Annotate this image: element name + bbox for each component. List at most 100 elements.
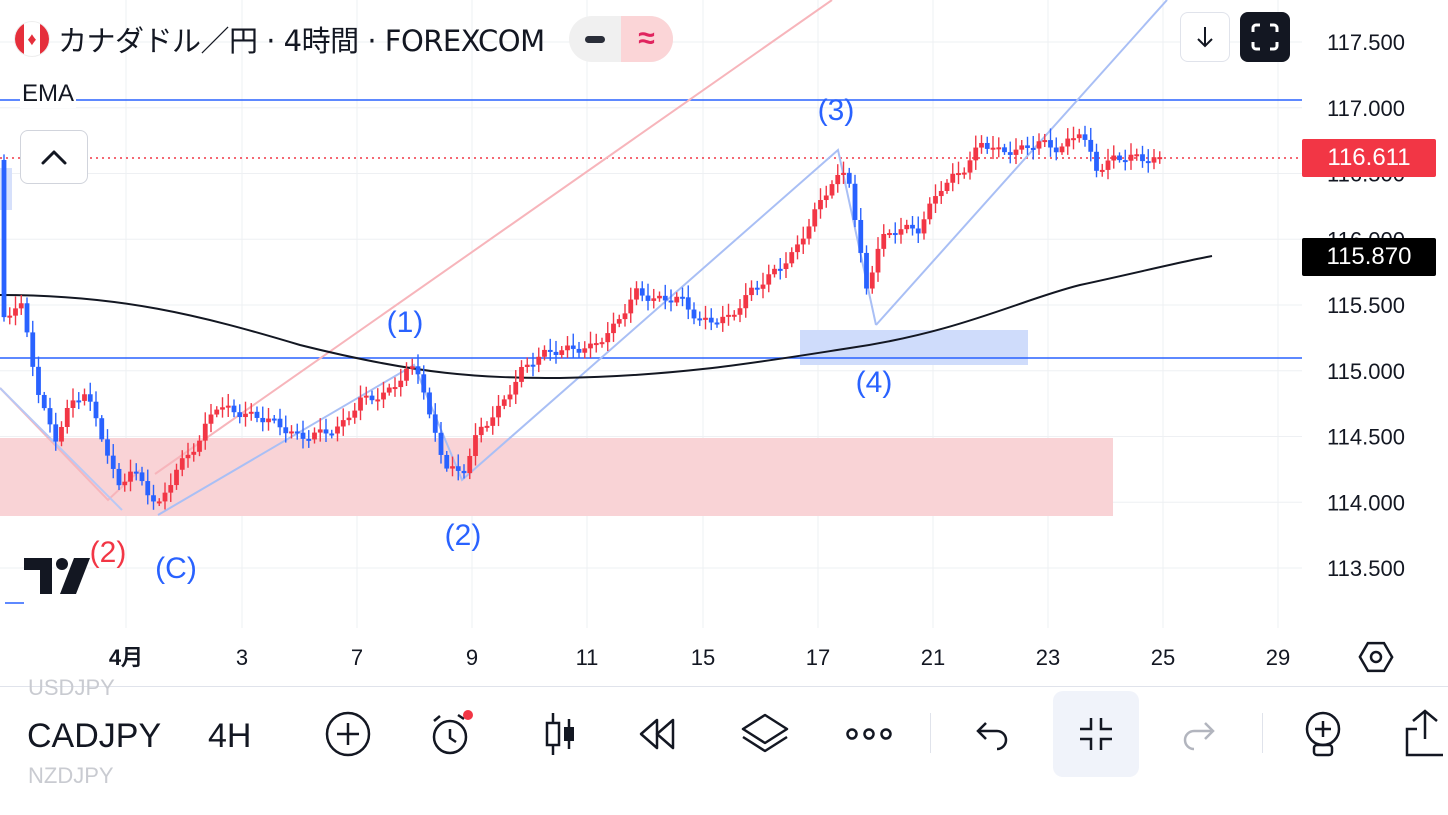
- candle[interactable]: [24, 297, 30, 338]
- candle[interactable]: [105, 429, 110, 464]
- candle[interactable]: [1042, 133, 1048, 148]
- candle[interactable]: [783, 252, 789, 278]
- candle[interactable]: [1082, 125, 1088, 147]
- candle[interactable]: [754, 280, 760, 296]
- candle[interactable]: [432, 403, 438, 442]
- candle[interactable]: [162, 482, 168, 510]
- candle[interactable]: [294, 423, 300, 440]
- candle[interactable]: [283, 415, 289, 443]
- candle[interactable]: [214, 406, 220, 418]
- candle[interactable]: [421, 365, 427, 400]
- candle[interactable]: [950, 163, 956, 192]
- candle[interactable]: [1117, 152, 1122, 163]
- candle[interactable]: [427, 387, 432, 419]
- candle[interactable]: [904, 219, 910, 234]
- symbol-title[interactable]: カナダドル／円 · 4時間 · FOREXCOM: [58, 24, 545, 58]
- candle[interactable]: [478, 417, 484, 443]
- candle[interactable]: [340, 408, 346, 436]
- candle[interactable]: [271, 415, 277, 424]
- candle[interactable]: [576, 341, 582, 359]
- candle[interactable]: [645, 283, 651, 311]
- candle[interactable]: [18, 295, 24, 315]
- candle[interactable]: [168, 473, 174, 502]
- price-axis[interactable]: 117.500117.000116.500116.000115.500115.0…: [1327, 30, 1405, 581]
- candle[interactable]: [1134, 148, 1140, 161]
- wave-label[interactable]: (4): [856, 366, 893, 399]
- candle[interactable]: [858, 208, 864, 263]
- candle[interactable]: [530, 352, 536, 377]
- candle[interactable]: [628, 287, 634, 323]
- candle[interactable]: [611, 312, 616, 342]
- candle[interactable]: [381, 381, 386, 409]
- candlestick-series[interactable]: [1, 125, 1163, 510]
- candle[interactable]: [1088, 127, 1094, 162]
- candle[interactable]: [1145, 149, 1151, 173]
- candle[interactable]: [507, 384, 513, 408]
- candle[interactable]: [386, 383, 392, 396]
- candle[interactable]: [64, 399, 70, 434]
- candle[interactable]: [248, 403, 254, 421]
- candle[interactable]: [760, 272, 766, 299]
- candle[interactable]: [133, 463, 139, 481]
- candle[interactable]: [1030, 135, 1036, 160]
- candle[interactable]: [1122, 149, 1128, 171]
- candle[interactable]: [887, 229, 892, 239]
- candle[interactable]: [467, 448, 473, 480]
- red-channel-line[interactable]: [154, 0, 833, 475]
- candle[interactable]: [1128, 143, 1134, 170]
- candle[interactable]: [749, 280, 754, 301]
- candle[interactable]: [634, 281, 639, 306]
- candle[interactable]: [846, 167, 852, 188]
- candle[interactable]: [881, 224, 887, 257]
- wave-label[interactable]: (3): [818, 94, 855, 127]
- redo-button[interactable]: [1157, 691, 1243, 777]
- candle[interactable]: [570, 333, 576, 359]
- candle[interactable]: [691, 302, 697, 325]
- candle[interactable]: [697, 311, 703, 326]
- collapse-legend-button[interactable]: [20, 130, 88, 184]
- candle[interactable]: [139, 466, 145, 486]
- candle[interactable]: [76, 392, 82, 410]
- candle[interactable]: [312, 427, 317, 444]
- candle[interactable]: [1151, 149, 1157, 170]
- candle[interactable]: [484, 421, 490, 432]
- candle[interactable]: [927, 197, 933, 225]
- candle[interactable]: [1007, 141, 1013, 164]
- candle[interactable]: [726, 303, 731, 326]
- candle[interactable]: [1105, 148, 1111, 180]
- candle[interactable]: [1099, 163, 1105, 177]
- candle[interactable]: [208, 404, 214, 433]
- candle[interactable]: [789, 247, 795, 268]
- candle[interactable]: [358, 385, 363, 421]
- candle[interactable]: [220, 397, 225, 418]
- candle[interactable]: [829, 180, 835, 199]
- candle[interactable]: [662, 284, 668, 310]
- candle[interactable]: [806, 218, 812, 245]
- candle[interactable]: [1071, 126, 1076, 150]
- wave-label[interactable]: (2): [90, 536, 127, 569]
- blue-channel-line[interactable]: [875, 0, 1168, 326]
- candle[interactable]: [921, 211, 927, 240]
- candle[interactable]: [306, 430, 312, 448]
- candle[interactable]: [444, 450, 450, 472]
- candle[interactable]: [772, 264, 777, 278]
- candle[interactable]: [116, 463, 122, 490]
- candle[interactable]: [915, 216, 921, 244]
- replay-button[interactable]: [617, 691, 703, 777]
- candle[interactable]: [36, 356, 41, 404]
- candle[interactable]: [151, 484, 156, 510]
- candle[interactable]: [13, 296, 18, 326]
- candle[interactable]: [524, 357, 530, 373]
- candle[interactable]: [588, 331, 593, 358]
- candle[interactable]: [404, 362, 409, 387]
- candle[interactable]: [714, 318, 720, 328]
- wave-label[interactable]: (C): [155, 552, 197, 585]
- candle[interactable]: [82, 388, 87, 406]
- candle[interactable]: [800, 226, 806, 254]
- candle[interactable]: [547, 338, 553, 361]
- candle[interactable]: [542, 345, 547, 361]
- candle[interactable]: [122, 473, 128, 492]
- candle[interactable]: [1140, 145, 1145, 168]
- candle[interactable]: [174, 463, 179, 490]
- candle[interactable]: [869, 265, 875, 294]
